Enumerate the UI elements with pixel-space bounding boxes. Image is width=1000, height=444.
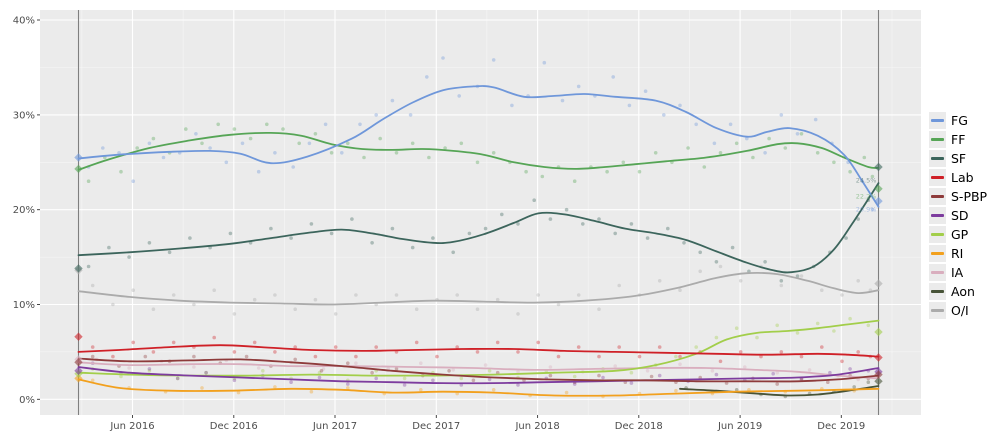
- legend-label: FG: [951, 113, 968, 128]
- election-result-diamond-lab: [874, 353, 883, 362]
- election-result-diamond-lab: [74, 332, 83, 341]
- smooth-line-fg: [77, 85, 880, 208]
- legend-item-o-i: O/I: [929, 302, 987, 319]
- x-axis-tick-label: Dec 2018: [615, 421, 663, 432]
- legend-line-sample: [931, 119, 944, 122]
- smooth-line-ia: [77, 361, 880, 380]
- election-result-diamond-gp: [874, 327, 883, 337]
- legend-key-lab: [929, 169, 946, 186]
- election-result-diamond-sd: [74, 366, 83, 375]
- smooth-line-gp: [77, 319, 880, 377]
- election-result-diamond-ff: [74, 164, 83, 174]
- smooth-line-sd: [77, 366, 880, 385]
- legend-item-s-pbp: S-PBP: [929, 188, 987, 205]
- poll-points-lab: [90, 335, 873, 364]
- axis-tick-marks: [37, 19, 842, 418]
- y-axis-tick-label: 10%: [13, 300, 35, 311]
- legend-key-o-i: [929, 302, 946, 319]
- legend-item-ri: RI: [929, 245, 987, 262]
- x-axis-tick-label: Jun 2017: [312, 421, 357, 432]
- election-result-diamond-ff: [874, 184, 883, 193]
- legend-item-lab: Lab: [929, 169, 987, 186]
- legend-line-sample: [931, 290, 944, 293]
- x-axis-tick-label: Jun 2018: [514, 421, 559, 432]
- election-result-diamond-aon: [874, 377, 883, 386]
- legend-line-sample: [931, 252, 944, 255]
- end-value-label: 20.9%: [856, 206, 877, 214]
- legend-line-sample: [931, 176, 944, 179]
- legend-key-sd: [929, 207, 946, 224]
- legend-label: O/I: [951, 303, 969, 318]
- legend-line-sample: [931, 309, 944, 312]
- legend-item-sd: SD: [929, 207, 987, 224]
- legend-line-sample: [931, 214, 944, 217]
- y-axis-tick-label: 20%: [13, 205, 35, 216]
- legend-item-aon: Aon: [929, 283, 987, 300]
- legend-label: Lab: [951, 170, 974, 185]
- x-axis-tick-label: Jun 2016: [109, 421, 154, 432]
- legend-key-gp: [929, 226, 946, 243]
- legend-key-sf: [929, 150, 946, 167]
- smooth-line-aon: [679, 385, 880, 397]
- legend-label: SF: [951, 151, 967, 166]
- x-axis-tick-label: Dec 2017: [412, 421, 460, 432]
- legend: FG FF SF Lab S-PBP SD GP RI IA Aon O/I: [929, 112, 987, 319]
- legend-key-aon: [929, 283, 946, 300]
- election-result-diamond-sf: [874, 162, 883, 172]
- election-result-diamond-sf: [74, 264, 83, 273]
- election-result-diamond-s-pbp: [874, 370, 883, 379]
- election-result-diamond-fg: [74, 153, 83, 162]
- smooth-line-s-pbp: [77, 357, 880, 383]
- legend-item-sf: SF: [929, 150, 987, 167]
- legend-line-sample: [931, 195, 944, 198]
- y-axis-tick-label: 0%: [19, 395, 35, 406]
- legend-item-gp: GP: [929, 226, 987, 243]
- smooth-line-ff: [77, 131, 880, 171]
- legend-line-sample: [931, 271, 944, 274]
- smooth-line-lab: [77, 344, 880, 358]
- y-axis-tick-label: 30%: [13, 110, 35, 121]
- legend-line-sample: [931, 233, 944, 236]
- legend-item-ff: FF: [929, 131, 987, 148]
- legend-line-sample: [931, 138, 944, 141]
- y-axis-tick-label: 40%: [13, 16, 35, 27]
- x-axis-tick-label: Dec 2016: [210, 421, 258, 432]
- legend-label: SD: [951, 208, 969, 223]
- election-result-diamond-s-pbp: [74, 358, 83, 367]
- legend-key-fg: [929, 112, 946, 129]
- smooth-line-ri: [77, 378, 880, 397]
- smooth-line-sf: [77, 182, 880, 274]
- legend-key-ff: [929, 131, 946, 148]
- legend-key-ia: [929, 264, 946, 281]
- election-result-diamond-fg: [874, 196, 883, 206]
- legend-label: IA: [951, 265, 964, 280]
- legend-item-fg: FG: [929, 112, 987, 129]
- plot-panel: [40, 10, 921, 415]
- x-axis-tick-label: Jun 2019: [717, 421, 762, 432]
- end-value-label: 22.2%: [856, 192, 877, 200]
- gridlines-major: [40, 10, 921, 415]
- legend-item-ia: IA: [929, 264, 987, 281]
- gridlines-minor: [40, 10, 921, 415]
- end-value-label: 24.5%: [856, 176, 877, 184]
- election-result-diamond-ri: [74, 374, 83, 383]
- poll-points-fg: [86, 56, 875, 212]
- legend-label: RI: [951, 246, 964, 261]
- election-result-diamond-o-i: [874, 279, 883, 288]
- legend-key-s-pbp: [929, 188, 946, 205]
- poll-points-sf: [86, 198, 871, 283]
- smooth-line-o-i: [77, 271, 880, 306]
- legend-line-sample: [931, 157, 944, 160]
- x-axis-tick-label: Dec 2019: [817, 421, 865, 432]
- legend-label: GP: [951, 227, 969, 242]
- legend-key-ri: [929, 245, 946, 262]
- poll-points-o-i: [90, 264, 873, 316]
- legend-label: Aon: [951, 284, 975, 299]
- legend-label: S-PBP: [951, 189, 988, 204]
- legend-label: FF: [951, 132, 966, 147]
